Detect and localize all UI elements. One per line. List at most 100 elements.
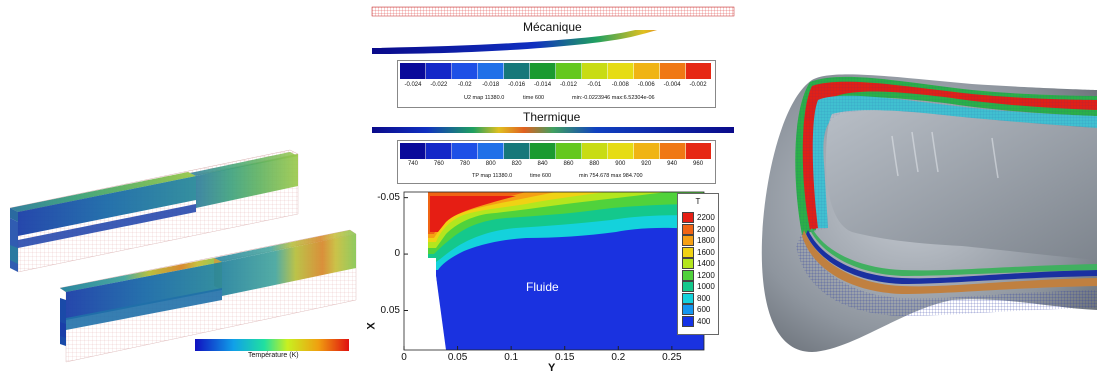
mechanics-colorbar-tick-label: -0.012 xyxy=(559,82,577,88)
legend-title: T xyxy=(695,197,701,206)
legend-level-label: 1600 xyxy=(697,247,715,257)
thermal-colorbar-tick-label: 900 xyxy=(615,161,626,167)
thermal-colorbar-segment xyxy=(660,143,686,159)
x-tick-label: 0.25 xyxy=(662,352,682,363)
mechanics-mesh-strip xyxy=(371,6,735,17)
thermal-colorbar-tick-label: 800 xyxy=(485,161,496,167)
legend-entry: 800 xyxy=(682,292,716,305)
thermal-colorbar-tick-label: 920 xyxy=(641,161,652,167)
legend-level-label: 1800 xyxy=(697,236,715,246)
thermal-colorbar-tick-label: 780 xyxy=(459,161,470,167)
legend-swatch xyxy=(682,258,694,270)
y-axis-label: X xyxy=(365,322,378,330)
thermal-colorbar-tick-label: 840 xyxy=(537,161,548,167)
mechanics-colorbar-segment xyxy=(582,63,608,79)
legend-entry: 600 xyxy=(682,304,716,316)
thermal-title: Thermique xyxy=(523,110,581,124)
temperature-colorbar xyxy=(195,339,349,351)
temperature-contour-plot xyxy=(403,191,705,351)
thermal-strip xyxy=(372,127,734,133)
thermal-colorbar-tick-label: 880 xyxy=(589,161,600,167)
mechanics-colorbar-tick-label: -0.008 xyxy=(611,82,629,88)
x-tick-label: 0.15 xyxy=(554,352,575,363)
x-axis-tick-labels: 0 0.05 0.1 0.15 0.2 0.25 xyxy=(366,352,740,364)
legend-entry: 400 xyxy=(682,315,716,328)
legend-level-label: 400 xyxy=(697,316,711,326)
x-tick-label: 0 xyxy=(401,352,407,363)
legend-entries: 2200 2000 1800 1600 1400 1200 1000 800 600 400 xyxy=(682,212,716,327)
y-axis-tick-labels: -0.05 0 0.05 xyxy=(366,186,404,356)
legend-level-label: 800 xyxy=(697,293,711,303)
legend-swatch xyxy=(682,315,694,327)
mechanics-colorbar-tick-label: -0.014 xyxy=(534,82,552,88)
thermal-colorbar xyxy=(400,143,711,159)
legend-entry: 1200 xyxy=(682,269,716,282)
legend-swatch xyxy=(682,292,694,304)
legend-entry: 2200 xyxy=(682,212,716,224)
legend-swatch xyxy=(682,269,694,281)
thermal-colorbar-segment xyxy=(582,143,608,159)
mechanics-colorbar-segment xyxy=(452,63,478,79)
thermal-colorbar-tick-label: 760 xyxy=(433,161,444,167)
y-tick-label: -0.05 xyxy=(377,191,400,203)
right-3d-panel xyxy=(752,60,1097,376)
legend-level-label: 1000 xyxy=(697,282,715,292)
y-tick-label: 0 xyxy=(394,248,400,260)
mechanics-colorbar-segment xyxy=(400,63,426,79)
legend-entry: 2000 xyxy=(682,223,716,236)
thermal-colorbar-tick-label: 820 xyxy=(511,161,522,167)
thermal-info-range: min 754.678 max 984.700 xyxy=(579,173,643,179)
legend-entry: 1600 xyxy=(682,246,716,259)
mechanics-colorbar-tick-label: -0.002 xyxy=(689,82,707,88)
x-tick-label: 0.2 xyxy=(611,352,626,363)
legend-swatch xyxy=(682,212,694,224)
legend-level-label: 1200 xyxy=(697,270,715,280)
mechanics-colorbar-segment xyxy=(530,63,556,79)
mechanics-info-range: min:-0.0223946 max:6.52304e-06 xyxy=(572,95,655,101)
thermal-colorbar-segment xyxy=(504,143,530,159)
upper-block xyxy=(9,149,299,273)
legend-swatch xyxy=(682,246,694,258)
thermal-colorbar-box: 740 760 780 800 820 840 860 880 900 920 940 960 TP … xyxy=(397,140,716,184)
thermal-colorbar-segment xyxy=(452,143,478,159)
legend-entry: 1800 xyxy=(682,235,716,247)
legend-swatch xyxy=(682,281,694,293)
thermal-colorbar-segment xyxy=(426,143,452,159)
mechanics-colorbar-segment xyxy=(634,63,660,79)
legend-entry: 1000 xyxy=(682,281,716,293)
mechanics-colorbar-segment xyxy=(660,63,686,79)
mechanics-colorbar-segment xyxy=(556,63,582,79)
thermal-colorbar-tick-label: 940 xyxy=(667,161,678,167)
mechanics-colorbar-tick-label: -0.01 xyxy=(587,82,602,88)
thermal-blocks-render xyxy=(9,149,357,363)
thermal-colorbar-segment xyxy=(634,143,660,159)
mechanics-colorbar-tick-label: -0.022 xyxy=(430,82,448,88)
center-panel: Mécanique -0.024 -0.022 -0.02 -0.018 -0.016-… xyxy=(366,0,740,376)
mechanics-colorbar-segment xyxy=(608,63,634,79)
lower-block xyxy=(59,229,357,363)
shell-3d-render xyxy=(761,74,1097,352)
mechanics-colorbar-tick-label: -0.024 xyxy=(404,82,422,88)
legend-swatch xyxy=(682,223,694,235)
thermal-colorbar-segment xyxy=(556,143,582,159)
temperature-legend: T 2200 2000 1800 1600 1400 1200 1000 800 600 400 xyxy=(677,193,719,335)
thermal-colorbar-tick-label: 960 xyxy=(693,161,704,167)
legend-level-label: 1400 xyxy=(697,259,715,269)
deformed-beam xyxy=(372,30,658,54)
x-axis-label: Y xyxy=(548,362,556,374)
mechanics-colorbar-tick-label: -0.02 xyxy=(457,82,472,88)
temperature-colorbar-label: Température (K) xyxy=(248,352,299,359)
left-3d-panel: Température (K) xyxy=(0,140,365,376)
legend-level-label: 2000 xyxy=(697,224,715,234)
mechanics-colorbar-tick-label: -0.006 xyxy=(637,82,655,88)
mechanics-colorbar-box: -0.024 -0.022 -0.02 -0.018 -0.016 -0.014 -0.01… xyxy=(397,60,716,108)
mechanics-colorbar-tick-label: -0.004 xyxy=(663,82,681,88)
mechanics-colorbar-segment xyxy=(426,63,452,79)
legend-swatch xyxy=(682,235,694,247)
legend-level-label: 600 xyxy=(697,305,711,315)
mechanics-colorbar-tick-label: -0.016 xyxy=(508,82,526,88)
x-tick-label: 0.05 xyxy=(447,352,468,363)
legend-level-label: 2200 xyxy=(697,213,715,223)
mechanics-info-map: U2 map 11380.0 xyxy=(464,95,505,101)
mechanics-colorbar-ticks: -0.024 -0.022 -0.02 -0.018 -0.016 -0.014 -0.01… xyxy=(400,82,711,90)
